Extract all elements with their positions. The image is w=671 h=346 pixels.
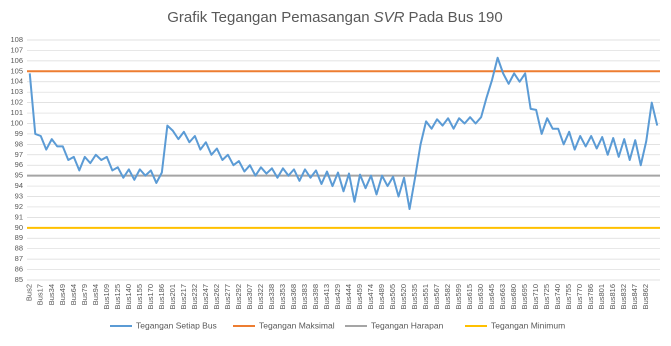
x-tick-label: Bus186	[157, 284, 166, 309]
x-tick-label: Bus232	[190, 284, 199, 309]
x-tick-label: Bus663	[498, 284, 507, 309]
x-tick-label: Bus832	[619, 284, 628, 309]
x-tick-label: Bus353	[278, 284, 287, 309]
x-tick-label: Bus413	[322, 284, 331, 309]
x-tick-label: Bus292	[234, 284, 243, 309]
x-tick-label: Bus262	[212, 284, 221, 309]
legend-label: Tegangan Maksimal	[259, 320, 335, 330]
x-tick-label: Bus17	[36, 284, 45, 305]
x-tick-label: Bus786	[586, 284, 595, 309]
y-tick-label: 102	[10, 98, 23, 107]
x-tick-label: Bus444	[344, 284, 353, 309]
x-tick-label: Bus599	[454, 284, 463, 309]
y-tick-label: 99	[15, 129, 23, 138]
x-tick-label: Bus277	[223, 284, 232, 309]
x-tick-label: Bus155	[135, 284, 144, 309]
x-tick-label: Bus582	[443, 284, 452, 309]
x-tick-label: Bus94	[91, 284, 100, 305]
x-tick-label: Bus307	[245, 284, 254, 309]
y-tick-label: 94	[15, 181, 23, 190]
y-tick-label: 93	[15, 192, 23, 201]
x-tick-label: Bus49	[58, 284, 67, 305]
chart-title: Grafik Tegangan Pemasangan SVR Pada Bus 19…	[167, 9, 502, 26]
x-tick-label: Bus170	[146, 284, 155, 309]
x-tick-label: Bus755	[564, 284, 573, 309]
y-tick-label: 98	[15, 139, 23, 148]
y-tick-label: 95	[15, 171, 23, 180]
y-tick-label: 108	[10, 35, 23, 44]
x-tick-label: Bus383	[300, 284, 309, 309]
x-tick-label: Bus489	[377, 284, 386, 309]
x-tick-label: Bus140	[124, 284, 133, 309]
x-tick-label: Bus2	[25, 284, 34, 301]
x-tick-label: Bus79	[80, 284, 89, 305]
legend-label: Tegangan Harapan	[371, 320, 444, 330]
x-tick-label: Bus217	[179, 284, 188, 309]
data-line	[28, 56, 659, 211]
x-tick-label: Bus429	[333, 284, 342, 309]
x-tick-label: Bus862	[641, 284, 650, 309]
title-text: Pada Bus 190	[408, 9, 502, 26]
x-tick-label: Bus847	[630, 284, 639, 309]
x-tick-label: Bus338	[267, 284, 276, 309]
title-text: Grafik Tegangan Pemasangan	[167, 9, 369, 26]
y-tick-label: 90	[15, 223, 23, 232]
x-tick-label: Bus109	[102, 284, 111, 309]
y-tick-label: 106	[10, 56, 23, 65]
x-tick-label: Bus535	[410, 284, 419, 309]
x-tick-label: Bus770	[575, 284, 584, 309]
y-tick-label: 92	[15, 202, 23, 211]
x-tick-label: Bus645	[487, 284, 496, 309]
x-tick-label: Bus459	[355, 284, 364, 309]
y-tick-label: 86	[15, 265, 23, 274]
x-tick-label: Bus740	[553, 284, 562, 309]
x-tick-label: Bus125	[113, 284, 122, 309]
y-tick-label: 96	[15, 160, 23, 169]
legend-label: Tegangan Minimum	[491, 320, 565, 330]
y-tick-label: 105	[10, 66, 23, 75]
y-tick-label: 88	[15, 244, 23, 253]
x-tick-label: Bus680	[509, 284, 518, 309]
x-tick-label: Bus64	[69, 284, 78, 305]
x-tick-label: Bus710	[531, 284, 540, 309]
y-tick-label: 107	[10, 45, 23, 54]
y-tick-label: 91	[15, 212, 23, 221]
x-tick-label: Bus695	[520, 284, 529, 309]
x-tick-label: Bus630	[476, 284, 485, 309]
y-tick-label: 85	[15, 275, 23, 284]
y-tick-label: 97	[15, 150, 23, 159]
x-tick-label: Bus474	[366, 284, 375, 309]
title-text: SVR	[374, 9, 405, 26]
y-tick-label: 89	[15, 233, 23, 242]
x-tick-label: Bus725	[542, 284, 551, 309]
x-tick-label: Bus801	[597, 284, 606, 309]
legend-label: Tegangan Setiap Bus	[136, 320, 217, 330]
y-tick-label: 100	[10, 118, 23, 127]
x-tick-label: Bus34	[47, 284, 56, 305]
y-tick-label: 104	[10, 77, 23, 86]
x-tick-label: Bus201	[168, 284, 177, 309]
y-tick-label: 103	[10, 87, 23, 96]
x-tick-label: Bus247	[201, 284, 210, 309]
x-tick-label: Bus505	[388, 284, 397, 309]
x-tick-label: Bus816	[608, 284, 617, 309]
x-tick-label: Bus368	[289, 284, 298, 309]
x-tick-label: Bus520	[399, 284, 408, 309]
x-tick-label: Bus567	[432, 284, 441, 309]
x-tick-label: Bus615	[465, 284, 474, 309]
y-tick-label: 87	[15, 254, 23, 263]
y-tick-label: 101	[10, 108, 23, 117]
x-tick-label: Bus322	[256, 284, 265, 309]
x-tick-label: Bus551	[421, 284, 430, 309]
x-tick-label: Bus398	[311, 284, 320, 309]
